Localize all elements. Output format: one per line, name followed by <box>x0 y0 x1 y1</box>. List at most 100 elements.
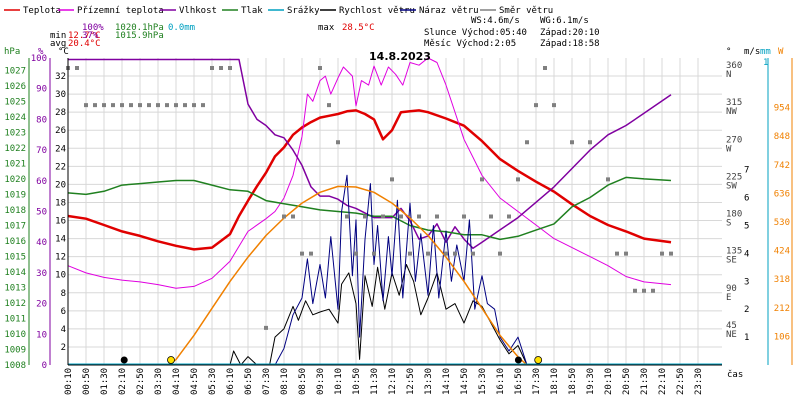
x-tick-label: 07:30 <box>262 368 272 395</box>
stat-min-press: 1015.9hPa <box>115 31 164 41</box>
wind-dir-point <box>129 103 133 108</box>
dir-tick-value: 360 <box>726 61 742 71</box>
temp-tick-label: 8 <box>61 289 66 299</box>
press-tick-label: 1012 <box>4 299 26 309</box>
hum-tick-label: 10 <box>36 330 47 340</box>
wind-dir-point <box>327 103 331 108</box>
x-tick-label: 23:30 <box>694 368 704 395</box>
solar-tick-label: 424 <box>774 247 790 257</box>
dir-tick-name: SE <box>726 256 737 266</box>
wind-dir-point <box>552 103 556 108</box>
wind-dir-point <box>102 103 106 108</box>
solar-tick-label: 848 <box>774 132 790 142</box>
wind-dir-point <box>381 214 385 219</box>
hum-tick-label: 70 <box>36 146 47 156</box>
stat-max-hum: 100% <box>82 23 104 33</box>
hum-axis-unit: % <box>38 47 44 57</box>
temp-tick-label: 26 <box>55 126 66 136</box>
dir-tick-name: SW <box>726 181 737 191</box>
x-tick-label: 12:10 <box>388 368 398 395</box>
dir-tick-value: 225 <box>726 172 742 182</box>
stat-min-hum: 37% <box>82 31 99 41</box>
wind-dir-point <box>588 140 592 145</box>
wind-dir-point <box>399 214 403 219</box>
x-tick-label: 06:10 <box>226 368 236 395</box>
wind-tick-label: 4 <box>744 249 749 259</box>
moonset-info: Západ:18:58 <box>540 39 600 49</box>
dir-tick-value: 90 <box>726 284 737 294</box>
stat-max-temp: 28.5°C <box>342 23 375 33</box>
x-tick-label: 16:50 <box>514 368 524 395</box>
wind-tick-label: 6 <box>744 194 749 204</box>
solar-axis-unit: W <box>778 47 784 57</box>
x-tick-label: 04:50 <box>190 368 200 395</box>
legend: Teplota Přízemní teplota Vlhkost Tlak Srážky… <box>4 6 553 16</box>
wind-dir-point <box>408 251 412 256</box>
wind-dir-point <box>516 177 520 182</box>
wind-dir-point <box>651 288 655 293</box>
sunset-info: Západ:20:10 <box>540 28 600 38</box>
wind-dir-point <box>336 140 340 145</box>
x-tick-label: 06:50 <box>244 368 254 395</box>
temp-tick-label: 12 <box>55 253 66 263</box>
dir-tick-name: S <box>726 219 731 229</box>
wind-dir-point <box>120 103 124 108</box>
moonrise-info: Měsíc Východ:2:05 <box>424 39 516 49</box>
press-tick-label: 1021 <box>4 159 26 169</box>
solar-tick-label: 212 <box>774 304 790 314</box>
series-layer <box>66 57 722 366</box>
sun-marker <box>167 356 175 364</box>
wind-dir-point <box>606 177 610 182</box>
stat-precip: 0.0mm <box>168 23 195 33</box>
chart-header: max 28.5°C 100% 1020.1hPa 0.0mm min 12.7… <box>50 16 600 63</box>
wind-dir-point <box>390 177 394 182</box>
x-tick-label: 19:30 <box>586 368 596 395</box>
press-tick-label: 1025 <box>4 97 26 107</box>
dir-tick-value: 135 <box>726 247 742 257</box>
legend-label-3: Tlak <box>241 6 263 16</box>
press-tick-label: 1009 <box>4 345 26 355</box>
x-tick-label: 15:30 <box>478 368 488 395</box>
solar-tick-label: 530 <box>774 218 790 228</box>
hum-tick-label: 60 <box>36 177 47 187</box>
wind-tick-label: 3 <box>744 277 749 287</box>
x-tick-label: 00:50 <box>82 368 92 395</box>
wind-tick-label: 1 <box>744 333 749 343</box>
x-tick-label: 09:30 <box>316 368 326 395</box>
press-tick-label: 1020 <box>4 175 26 185</box>
stat-min-temp: 12.7°C <box>68 31 101 41</box>
legend-label-0: Teplota <box>23 6 61 16</box>
legend-label-5: Rychlost větru <box>339 6 415 16</box>
x-axis-title: čas <box>727 369 743 380</box>
temp-tick-label: 24 <box>55 144 66 154</box>
dir-tick-value: 45 <box>726 321 737 331</box>
press-tick-label: 1008 <box>4 361 26 371</box>
wind-dir-point <box>264 325 268 330</box>
dir-tick-name: NE <box>726 330 737 340</box>
wind-dir-point <box>318 66 322 70</box>
dir-tick-name: N <box>726 70 731 80</box>
dir-axis-unit: ° <box>726 47 731 57</box>
temp-tick-label: 28 <box>55 108 66 118</box>
x-tick-label: 18:50 <box>568 368 578 395</box>
solar-tick-label: 318 <box>774 275 790 285</box>
wind-dir-point <box>165 103 169 108</box>
wind-dir-point <box>489 214 493 219</box>
x-tick-label: 11:30 <box>370 368 380 395</box>
wind-dir-point <box>453 251 457 256</box>
press-tick-label: 1024 <box>4 113 26 123</box>
temp-tick-label: 4 <box>61 325 66 335</box>
wind-tick-label: 5 <box>744 221 749 231</box>
wind-dir-point <box>480 177 484 182</box>
axes: 00:10 00:50 01:30 02:10 02:50 03:30 04:10 04:50… <box>4 47 793 395</box>
dir-tick-value: 270 <box>726 135 742 145</box>
chart-title: 14.8.2023 <box>369 50 431 63</box>
dir-tick-value: 180 <box>726 210 742 220</box>
wind-dir-point <box>354 251 358 256</box>
wind-dir-point <box>660 251 664 256</box>
wind-dir-point <box>372 251 376 256</box>
wind-dir-point <box>507 214 511 219</box>
press-tick-label: 1019 <box>4 190 26 200</box>
rain-axis-unit: mm <box>760 47 771 57</box>
stat-avg-label: avg <box>50 39 66 49</box>
